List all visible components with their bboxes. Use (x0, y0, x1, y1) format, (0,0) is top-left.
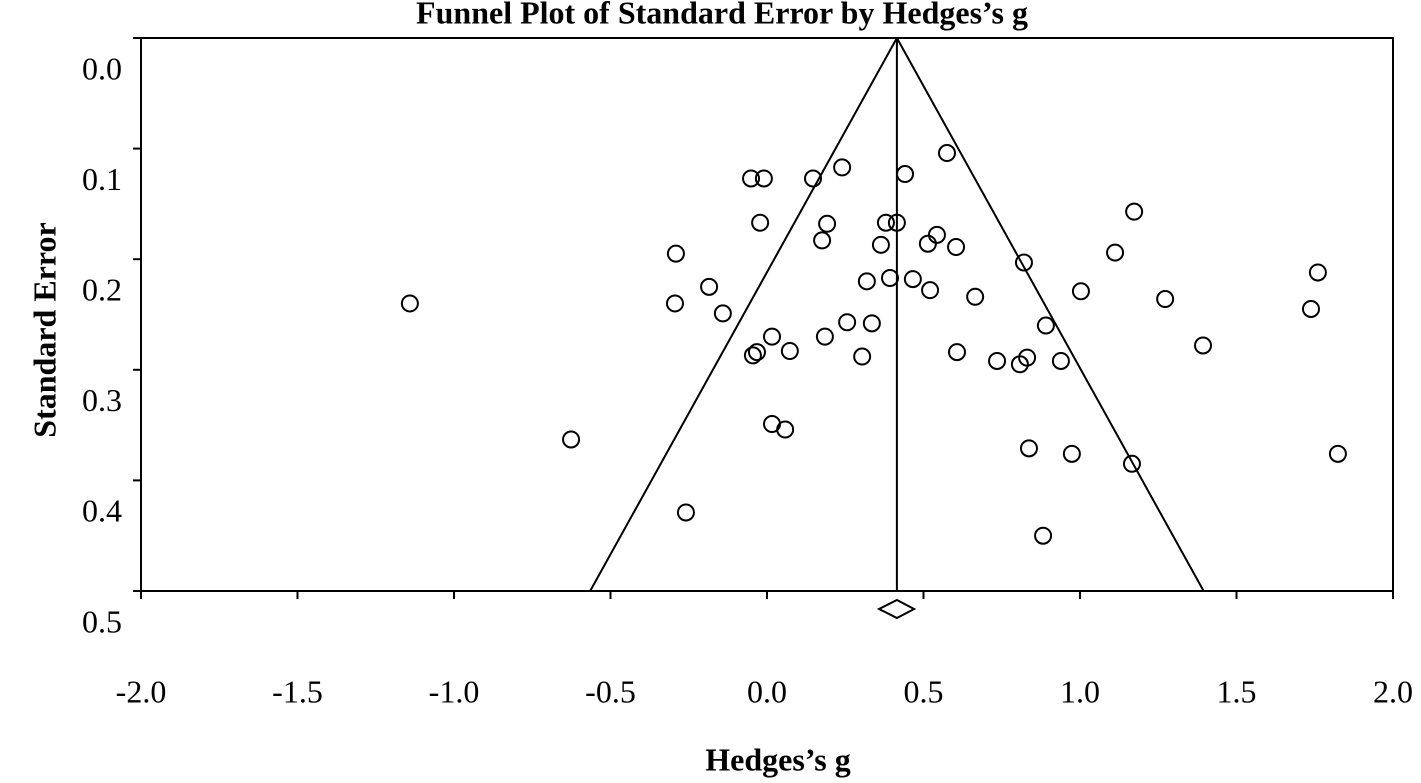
y-axis-label: Standard Error (26, 222, 62, 437)
x-tick-label: -0.5 (585, 673, 636, 709)
study-point (876, 213, 895, 232)
study-point (1014, 253, 1033, 272)
study-point (780, 341, 799, 360)
study-point (1194, 336, 1213, 355)
summary-diamond (876, 598, 917, 620)
x-tick-label: 0.5 (904, 673, 944, 709)
study-point (887, 213, 906, 232)
study-point (1071, 282, 1090, 301)
study-point (1125, 202, 1144, 221)
study-point (1051, 351, 1070, 370)
funnel-line (896, 37, 1205, 592)
study-point (857, 272, 876, 291)
study-point (747, 343, 766, 362)
funnel-line (589, 37, 898, 592)
study-point (1019, 439, 1038, 458)
study-point (881, 269, 900, 288)
study-point (751, 213, 770, 232)
study-point (947, 343, 966, 362)
study-point (713, 304, 732, 323)
study-point (776, 420, 795, 439)
chart-title: Funnel Plot of Standard Error by Hedges’… (416, 0, 1028, 30)
study-point (947, 238, 966, 257)
study-point (896, 165, 915, 184)
study-point (918, 234, 937, 253)
study-point (804, 169, 823, 188)
study-point (903, 270, 922, 289)
study-point (862, 314, 881, 333)
study-point (833, 158, 852, 177)
study-point (400, 294, 419, 313)
study-point (742, 169, 761, 188)
x-tick-label: 1.5 (1217, 673, 1257, 709)
x-axis-label: Hedges’s g (705, 741, 850, 777)
study-point (1308, 263, 1327, 282)
study-point (665, 294, 684, 313)
x-tick-label: -1.5 (272, 673, 323, 709)
x-tick-label: 2.0 (1373, 673, 1413, 709)
study-point (666, 244, 685, 263)
study-point (937, 144, 956, 163)
study-point (1018, 348, 1037, 367)
x-tick-label: 1.0 (1060, 673, 1100, 709)
study-point (1156, 290, 1175, 309)
x-tick-label: 0.0 (747, 673, 787, 709)
study-point (871, 235, 890, 254)
plot-frame (140, 37, 1394, 592)
study-point (813, 231, 832, 250)
y-tick-label: 0.5 (82, 603, 122, 639)
study-point (815, 327, 834, 346)
study-point (921, 281, 940, 300)
x-tick-label: -1.0 (429, 673, 480, 709)
study-point (1034, 526, 1053, 545)
study-point (743, 346, 762, 365)
study-point (1122, 454, 1141, 473)
study-point (562, 430, 581, 449)
study-point (927, 225, 946, 244)
study-point (1328, 444, 1347, 463)
study-point (676, 503, 695, 522)
x-tick-label: -2.0 (116, 673, 167, 709)
y-tick-label: 0.2 (82, 272, 122, 308)
study-point (700, 277, 719, 296)
study-point (988, 351, 1007, 370)
study-point (966, 287, 985, 306)
study-point (1036, 316, 1055, 335)
y-tick-label: 0.3 (82, 382, 122, 418)
study-point (763, 327, 782, 346)
study-point (838, 313, 857, 332)
study-point (1106, 243, 1125, 262)
y-tick-label: 0.1 (82, 161, 122, 197)
study-point (853, 347, 872, 366)
study-point (754, 169, 773, 188)
y-tick-label: 0.0 (82, 50, 122, 86)
y-tick-label: 0.4 (82, 493, 122, 529)
study-point (818, 214, 837, 233)
study-point (1062, 444, 1081, 463)
study-point (1301, 299, 1320, 318)
